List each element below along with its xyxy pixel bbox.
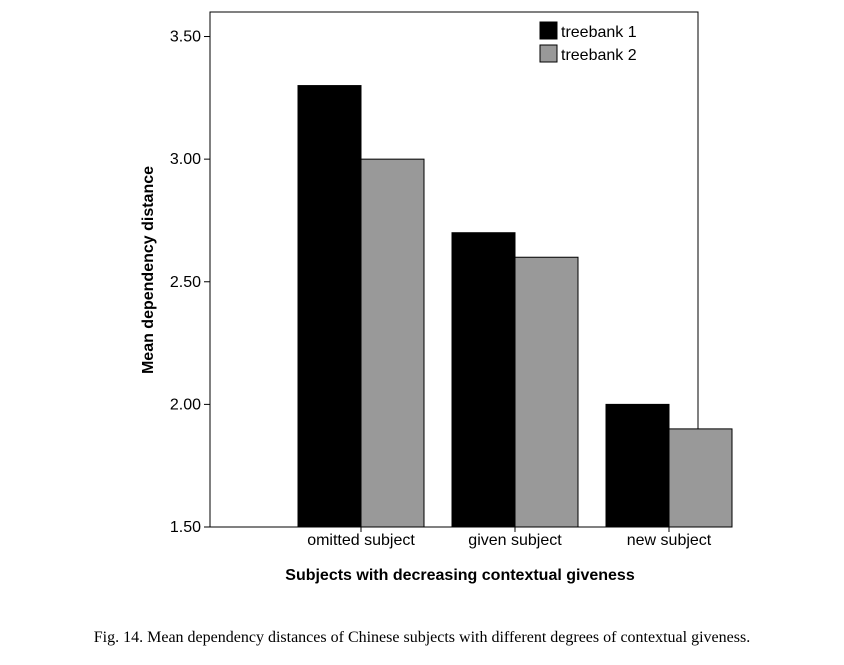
bar-2-omitted-subject <box>360 158 425 528</box>
y-tick-label: 3.50 <box>170 29 201 46</box>
y-tick-label: 1.50 <box>170 519 201 536</box>
legend-label: treebank 2 <box>561 47 637 64</box>
legend-swatch <box>539 44 558 63</box>
x-category-label: omitted subject <box>307 532 415 549</box>
bar-chart: 1.50 2.00 2.50 3.00 3.50 omitted subject give… <box>140 11 733 549</box>
bar-2-new-subject <box>668 428 733 528</box>
y-tick-label: 2.50 <box>170 274 201 291</box>
bar-1-given-subject <box>451 232 516 528</box>
x-category-label: new subject <box>627 532 712 549</box>
legend-swatch <box>539 21 558 40</box>
figure-caption: Fig. 14. Mean dependency distances of Ch… <box>93 629 751 646</box>
bar-1-new-subject <box>605 403 670 528</box>
bar-1-omitted-subject <box>297 85 362 528</box>
x-axis-title: Subjects with decreasing contextual give… <box>285 567 635 584</box>
bars-group <box>297 85 733 528</box>
y-axis-title: Mean dependency distance <box>140 166 157 374</box>
x-axis: omitted subject given subject new subject <box>307 527 712 549</box>
y-tick-label: 3.00 <box>170 151 201 168</box>
y-tick-label: 2.00 <box>170 396 201 413</box>
legend: treebank 1 treebank 2 <box>539 21 637 64</box>
y-axis: 1.50 2.00 2.50 3.00 3.50 <box>170 12 211 536</box>
bar-2-given-subject <box>514 256 579 528</box>
x-category-label: given subject <box>468 532 562 549</box>
legend-label: treebank 1 <box>561 24 637 41</box>
